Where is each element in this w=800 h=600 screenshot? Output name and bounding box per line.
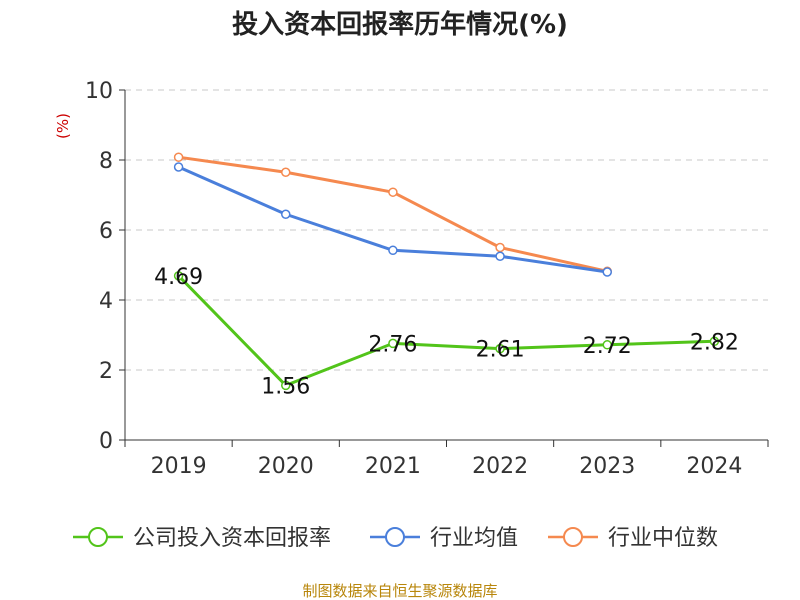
- legend-label-2: 行业中位数: [608, 526, 718, 551]
- y-tick-label: 4: [99, 289, 113, 314]
- legend-marker-2: [563, 527, 583, 547]
- grid-lines: [125, 89, 768, 371]
- y-tick-label: 10: [85, 79, 113, 104]
- data-point: [495, 343, 505, 354]
- data-point: [281, 380, 291, 391]
- x-tick-label: 2022: [472, 454, 528, 479]
- x-tick-label: 2023: [579, 454, 635, 479]
- chart-title: 投入资本回报率历年情况(%): [232, 9, 568, 40]
- data-point: [173, 271, 184, 281]
- x-tick-label: 2020: [258, 454, 314, 479]
- data-point: [173, 162, 184, 172]
- data-point: [388, 338, 398, 349]
- legend-marker-0: [88, 527, 108, 547]
- data-label: 4.69: [154, 265, 203, 290]
- y-tick-label: 6: [99, 219, 113, 244]
- data-label: 1.56: [261, 374, 310, 399]
- data-point: [388, 187, 398, 197]
- legend-label-0: 公司投入资本回报率: [133, 526, 331, 551]
- data-label: 2.61: [476, 338, 525, 363]
- x-tick-label: 2019: [151, 454, 207, 479]
- x-tick-label: 2021: [365, 454, 421, 479]
- data-label: 2.72: [583, 334, 632, 359]
- data-point: [388, 245, 398, 256]
- data-point: [495, 242, 505, 253]
- y-tick-label: 8: [99, 149, 113, 174]
- series-line-0: [177, 274, 715, 387]
- legend: 公司投入资本回报率 行业均值 行业中位数: [73, 526, 718, 551]
- data-point: [495, 251, 505, 261]
- data-label: 2.82: [690, 330, 739, 355]
- legend-marker-1: [385, 527, 405, 547]
- legend-label-1: 行业均值: [430, 526, 518, 551]
- data-point: [281, 209, 291, 219]
- series-lines: [173, 152, 720, 391]
- y-tick-label: 2: [99, 359, 113, 384]
- data-labels: 4.69 1.56 2.76 2.61 2.72 2.82: [154, 265, 739, 400]
- data-point: [602, 267, 612, 277]
- data-label: 2.76: [368, 332, 417, 357]
- data-point: [602, 340, 612, 350]
- data-point: [709, 336, 720, 347]
- y-axis-unit: (%): [54, 113, 72, 139]
- axes: 0 2 4 6 8 10 2019 2020 2021 2022 2023 2024: [85, 79, 769, 479]
- source-note: 制图数据来自恒生聚源数据库: [302, 582, 497, 600]
- x-tick-label: 2024: [686, 454, 742, 479]
- data-point: [281, 167, 291, 177]
- data-point: [173, 152, 184, 162]
- y-tick-label: 0: [99, 429, 113, 454]
